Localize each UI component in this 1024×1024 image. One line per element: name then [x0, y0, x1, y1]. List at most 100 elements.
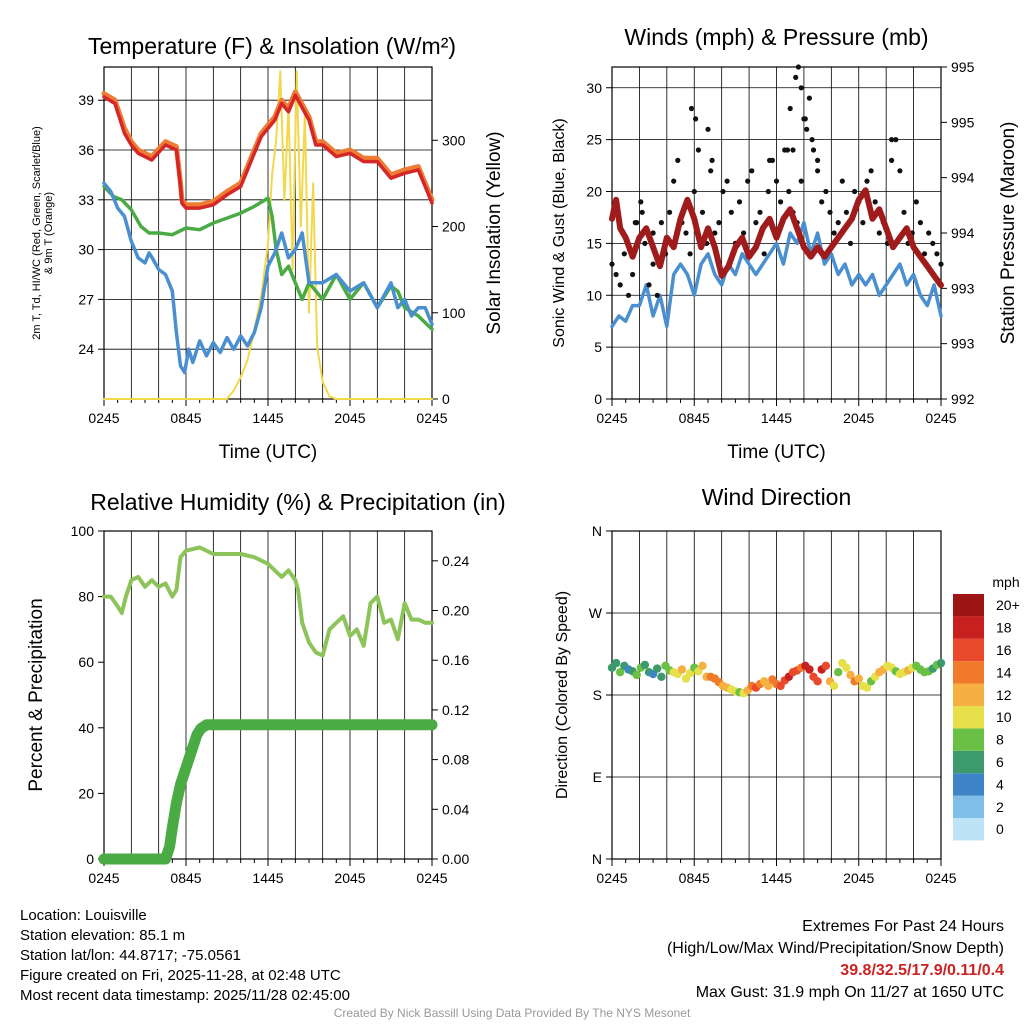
- wdir-ytick-label: S: [593, 687, 602, 703]
- rh-frame: [103, 530, 433, 860]
- wind-gust-point: [642, 240, 648, 246]
- colorbar-label: 8: [996, 732, 1004, 748]
- wind-gust-point: [773, 178, 780, 184]
- temp-y-axis-label-line2: & 9m T (Orange): [43, 192, 55, 274]
- wind-gust-point: [753, 220, 759, 226]
- temp-frame: [103, 66, 433, 400]
- wind-gust-point: [691, 188, 697, 195]
- wind-ytick-label: 30: [586, 80, 602, 96]
- colorbar-swatch: [953, 683, 984, 706]
- wdir-xtick-label: 2045: [843, 870, 874, 886]
- wind-gust-point: [819, 199, 825, 205]
- wind-y2tick-label: 992: [951, 391, 975, 407]
- temp-y2tick-label: 200: [442, 219, 466, 235]
- station-location: Location: Louisville: [20, 907, 147, 924]
- wdir-point: [834, 668, 843, 677]
- colorbar-label: 16: [996, 642, 1012, 658]
- wdir-xtick-label: 1445: [761, 870, 792, 886]
- rh-y2tick-label: 0.04: [442, 801, 469, 817]
- wind-gust-point: [625, 292, 632, 298]
- wind-gust-point: [671, 178, 677, 184]
- wind-gust-point: [815, 157, 821, 163]
- wind-gust-point: [695, 147, 702, 153]
- wind-y2tick-label: 993: [951, 280, 975, 296]
- temp-y-axis-label-line1: 2m T, Td, HI/WC (Red, Green, Scarlet/Blu…: [31, 126, 43, 340]
- wdir-point: [764, 681, 773, 691]
- wind-ytick-label: 10: [586, 287, 602, 303]
- wind-gust-point: [765, 188, 771, 195]
- wind-y-axis-label: Sonic Wind & Gust (Blue, Black): [551, 118, 568, 347]
- wind-gust-point: [699, 209, 706, 215]
- colorbar-label: 10: [996, 709, 1012, 725]
- rh-series-relative-humidity: [102, 545, 434, 658]
- wdir-ytick-label: N: [592, 851, 602, 867]
- wind-xtick-label: 0245: [925, 410, 956, 426]
- wind-y2tick-label: 994: [951, 225, 975, 241]
- colorbar-swatch: [953, 728, 984, 751]
- wind-gust-point: [787, 105, 793, 112]
- wind-gust-point: [913, 199, 919, 205]
- temp-xtick-label: 2045: [334, 410, 365, 426]
- rh-chart-title: Relative Humidity (%) & Precipitation (i…: [90, 489, 505, 515]
- wind-xtick-label: 0845: [679, 410, 710, 426]
- wdir-ytick-label: W: [589, 605, 603, 621]
- wind-y2tick-label: 995: [951, 59, 975, 75]
- colorbar-swatch: [953, 750, 984, 774]
- wind-gust-point: [778, 199, 784, 205]
- wind-gust-point: [667, 209, 673, 215]
- wdir-ytick-label: E: [593, 769, 602, 785]
- wind-gust-point: [728, 209, 734, 215]
- wind-gust-point: [860, 220, 866, 226]
- wind-gust-point: [638, 199, 644, 205]
- colorbar-swatch: [953, 773, 984, 796]
- colorbar-label: 2: [996, 799, 1004, 815]
- wind-gust-point: [688, 105, 695, 112]
- wdir-xtick-label: 0245: [925, 870, 956, 886]
- temp-y2tick-label: 300: [442, 132, 466, 148]
- temp-xtick-label: 1445: [252, 410, 283, 426]
- colorbar-swatch: [953, 661, 984, 684]
- wind-gust-point: [613, 271, 619, 278]
- wind-gust-point: [720, 188, 726, 195]
- wind-gust-point: [815, 168, 821, 174]
- wind-gust-point: [897, 168, 903, 174]
- rh-ytick-label: 0: [86, 851, 94, 867]
- wind-gust-point: [630, 271, 636, 278]
- wind-gust-point: [934, 251, 940, 257]
- temp-ytick-label: 27: [78, 291, 94, 307]
- wind-gust-point: [798, 85, 804, 91]
- station-info: Location: Louisville Station elevation: …: [20, 906, 350, 1006]
- station-elevation: Station elevation: 85.1 m: [20, 927, 186, 944]
- figure-created: Figure created on Fri, 2025-11-28, at 02…: [20, 967, 341, 984]
- wind-gust-point: [831, 230, 837, 236]
- colorbar-swatch: [953, 616, 984, 639]
- extremes-title: Extremes For Past 24 Hours: [802, 918, 1004, 935]
- wind-gust-point: [654, 292, 660, 298]
- wind-gust-point: [709, 157, 715, 163]
- wdir-point: [936, 658, 946, 668]
- rh-ytick-label: 20: [78, 785, 94, 801]
- temp-y2tick-label: 100: [442, 305, 466, 321]
- temp-x-axis-label: Time (UTC): [219, 442, 318, 463]
- temp-chart-title: Temperature (F) & Insolation (W/m²): [88, 33, 456, 59]
- colorbar-label: 6: [996, 754, 1004, 770]
- wdir-point: [829, 681, 839, 691]
- rh-xtick-label: 0245: [88, 870, 119, 886]
- wind-gust-point: [683, 230, 689, 236]
- wdir-y-axis-label: Direction (Colored By Speed): [554, 591, 571, 799]
- wind-gust-point: [893, 137, 899, 143]
- wind-gust-point: [876, 230, 882, 236]
- wind-gust-point: [930, 240, 936, 246]
- wdir-point: [854, 674, 863, 683]
- wind-gust-point: [852, 188, 858, 195]
- extremes-panel: Extremes For Past 24 Hours (High/Low/Max…: [667, 916, 1004, 1004]
- temp-xtick-label: 0245: [88, 410, 119, 426]
- temp-ytick-label: 30: [78, 242, 94, 258]
- colorbar-label: 18: [996, 620, 1012, 636]
- max-gust: Max Gust: 31.9 mph On 11/27 at 1650 UTC: [695, 984, 1004, 1001]
- colorbar-label: 20+: [996, 597, 1020, 613]
- wdir-point: [653, 664, 662, 673]
- wind-gust-point: [917, 220, 924, 226]
- colorbar-swatch: [953, 795, 984, 818]
